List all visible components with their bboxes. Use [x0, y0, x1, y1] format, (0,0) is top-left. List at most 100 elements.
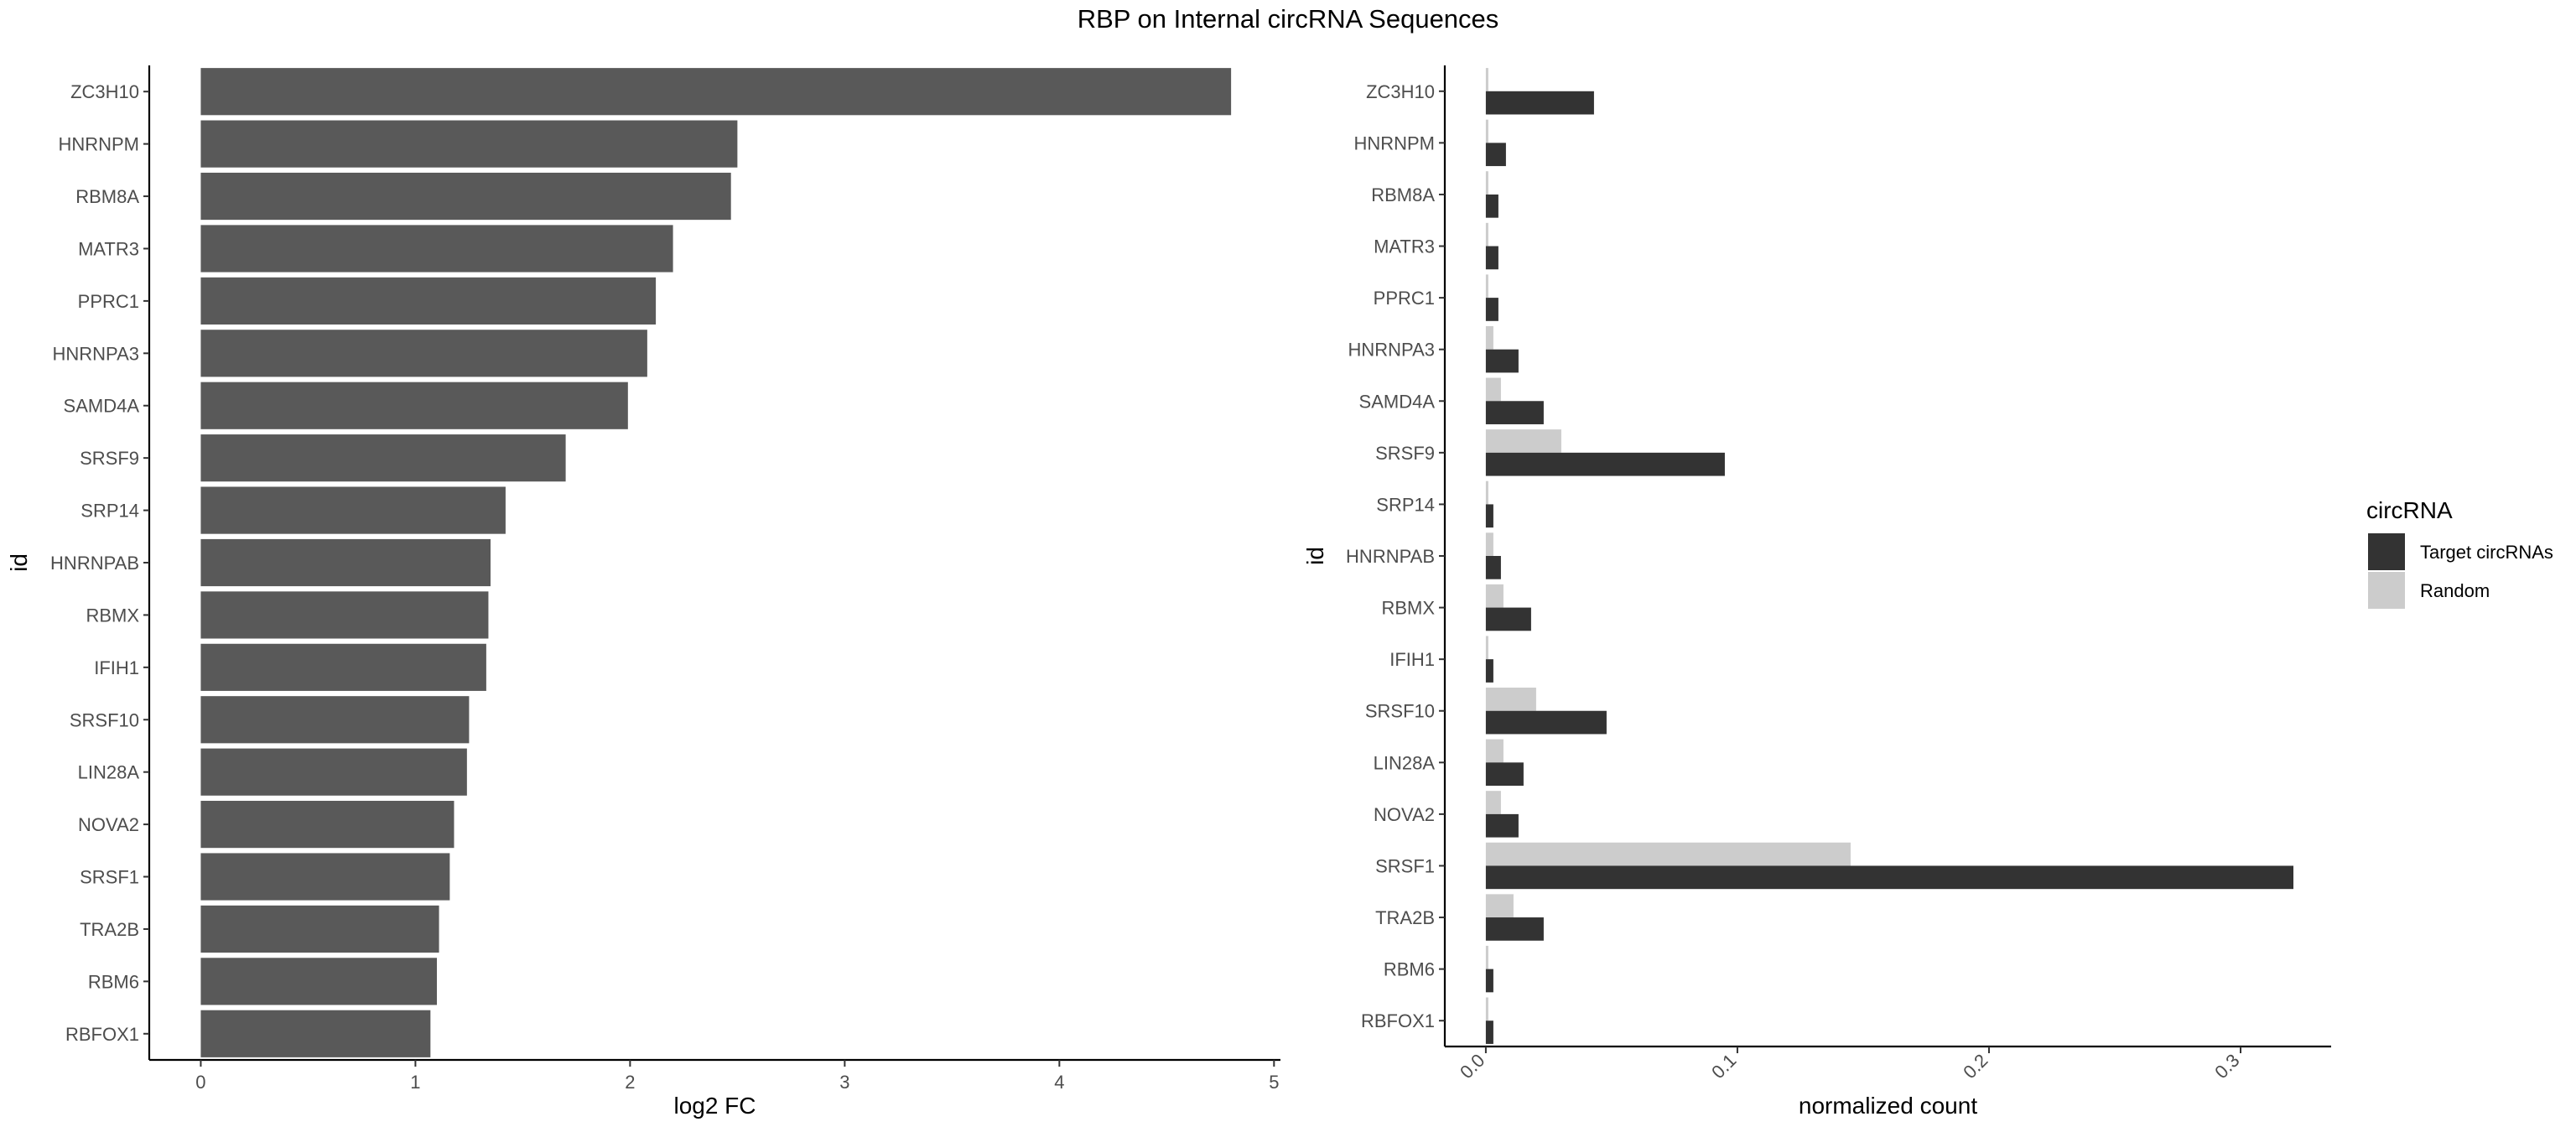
y-tick-label: SRSF9 [1375, 443, 1435, 464]
y-tick-label: SRSF1 [80, 867, 139, 888]
legend-title: circRNA [2366, 497, 2453, 523]
bar-target-circrnas [1485, 1021, 1493, 1044]
y-tick-label: HNRNPAB [50, 553, 139, 574]
bar-random [1485, 429, 1561, 453]
bar-target-circrnas [1485, 710, 1607, 735]
bar [200, 696, 470, 744]
y-tick-label: LIN28A [78, 762, 140, 783]
y-tick-label: IFIH1 [1389, 649, 1435, 670]
bar-random [1485, 842, 1851, 866]
x-tick-label: 5 [1269, 1072, 1279, 1093]
y-tick-label: TRA2B [80, 919, 139, 940]
y-tick-label: PPRC1 [1374, 288, 1435, 309]
y-tick-label: HNRNPA3 [1348, 340, 1435, 361]
bar-target-circrnas [1485, 917, 1544, 941]
bar-target-circrnas [1485, 401, 1544, 424]
y-tick-label: MATR3 [78, 238, 139, 259]
y-tick-label: ZC3H10 [70, 81, 139, 102]
x-tick-label: 0 [195, 1072, 205, 1093]
left-panel: ZC3H10 HNRNPM RBM8A MATR3 PPRC1 HNRNPA3 SAMD4A… [6, 65, 1280, 1119]
bar [200, 1010, 431, 1057]
y-tick-label: RBMX [86, 605, 139, 626]
bar-target-circrnas [1485, 762, 1524, 787]
y-tick-label: RBFOX1 [1361, 1010, 1435, 1031]
y-tick-label: HNRNPM [1353, 132, 1435, 153]
bar-random [1485, 532, 1493, 556]
bar [200, 172, 731, 221]
y-axis-title: id [6, 553, 32, 572]
bar-random [1485, 688, 1536, 711]
bar [200, 120, 738, 168]
x-axis-title: log2 FC [673, 1093, 756, 1119]
y-tick-label: SRP14 [1376, 494, 1435, 515]
y-tick-label: LIN28A [1374, 752, 1436, 773]
y-axis-title: id [1302, 547, 1328, 565]
y-tick-label: SRSF10 [1365, 701, 1435, 722]
bar-random [1485, 997, 1488, 1021]
legend-key-target [2368, 533, 2405, 570]
bar-random [1485, 894, 1514, 918]
bar-random [1485, 945, 1488, 969]
y-tick-label: SRSF1 [1375, 855, 1435, 876]
bar [200, 905, 439, 953]
bar-target-circrnas [1485, 298, 1498, 321]
y-tick-label: HNRNPM [58, 134, 139, 155]
bar [200, 801, 454, 849]
bar-random [1485, 636, 1488, 660]
y-tick-label: RBM8A [1371, 184, 1435, 205]
bar-target-circrnas [1485, 91, 1594, 115]
bar [200, 330, 647, 377]
x-tick-label: 0.0 [1456, 1050, 1488, 1083]
y-tick-label: PPRC1 [78, 291, 139, 312]
bar-random [1485, 377, 1501, 402]
x-tick-label: 1 [410, 1072, 420, 1093]
bar [200, 486, 506, 534]
bar [200, 958, 438, 1005]
y-tick-label: HNRNPA3 [52, 343, 139, 364]
bar-target-circrnas [1485, 865, 2293, 890]
bar [200, 591, 489, 639]
x-tick-label: 0.2 [1959, 1050, 1992, 1083]
bar-random [1485, 68, 1488, 91]
bar [200, 538, 491, 587]
bar [200, 853, 450, 901]
legend-label-random: Random [2420, 580, 2490, 601]
bar-random [1485, 325, 1493, 350]
bar [200, 68, 1232, 116]
bar [200, 382, 628, 429]
x-tick-label: 3 [839, 1072, 849, 1093]
bar-random [1485, 584, 1504, 608]
bar [200, 277, 657, 325]
y-tick-label: RBM8A [75, 186, 139, 207]
legend-label-target: Target circRNAs [2420, 542, 2553, 563]
y-tick-label: RBM6 [88, 971, 139, 992]
bar-random [1485, 791, 1501, 814]
x-axis-title: normalized count [1799, 1093, 1977, 1119]
bar-target-circrnas [1485, 607, 1531, 631]
plot-title: RBP on Internal circRNA Sequences [1078, 4, 1499, 34]
y-tick-label: HNRNPAB [1346, 546, 1435, 567]
x-tick-label: 0.1 [1707, 1050, 1740, 1083]
y-tick-label: IFIH1 [94, 657, 139, 678]
y-tick-label: MATR3 [1374, 236, 1435, 257]
bar [200, 225, 673, 273]
bar-target-circrnas [1485, 349, 1519, 373]
y-tick-label: RBFOX1 [65, 1024, 139, 1045]
x-tick-label: 4 [1054, 1072, 1064, 1093]
y-tick-label: RBM6 [1384, 959, 1435, 980]
bar [200, 643, 486, 691]
bar-random [1485, 480, 1488, 505]
bar-target-circrnas [1485, 556, 1501, 579]
right-panel: ZC3H10 HNRNPM RBM8A MATR3 PPRC1 HNRNPA3 SAMD4A… [1302, 65, 2331, 1119]
y-tick-label: SRSF9 [80, 448, 139, 469]
bar-target-circrnas [1485, 246, 1498, 270]
bar-target-circrnas [1485, 969, 1493, 993]
bar-random [1485, 171, 1488, 195]
y-tick-label: SAMD4A [1359, 391, 1436, 412]
bar-target-circrnas [1485, 659, 1493, 683]
y-tick-label: SRSF10 [70, 709, 139, 730]
bar-target-circrnas [1485, 504, 1493, 528]
x-tick-label: 0.3 [2210, 1050, 2243, 1083]
bar-target-circrnas [1485, 452, 1725, 476]
